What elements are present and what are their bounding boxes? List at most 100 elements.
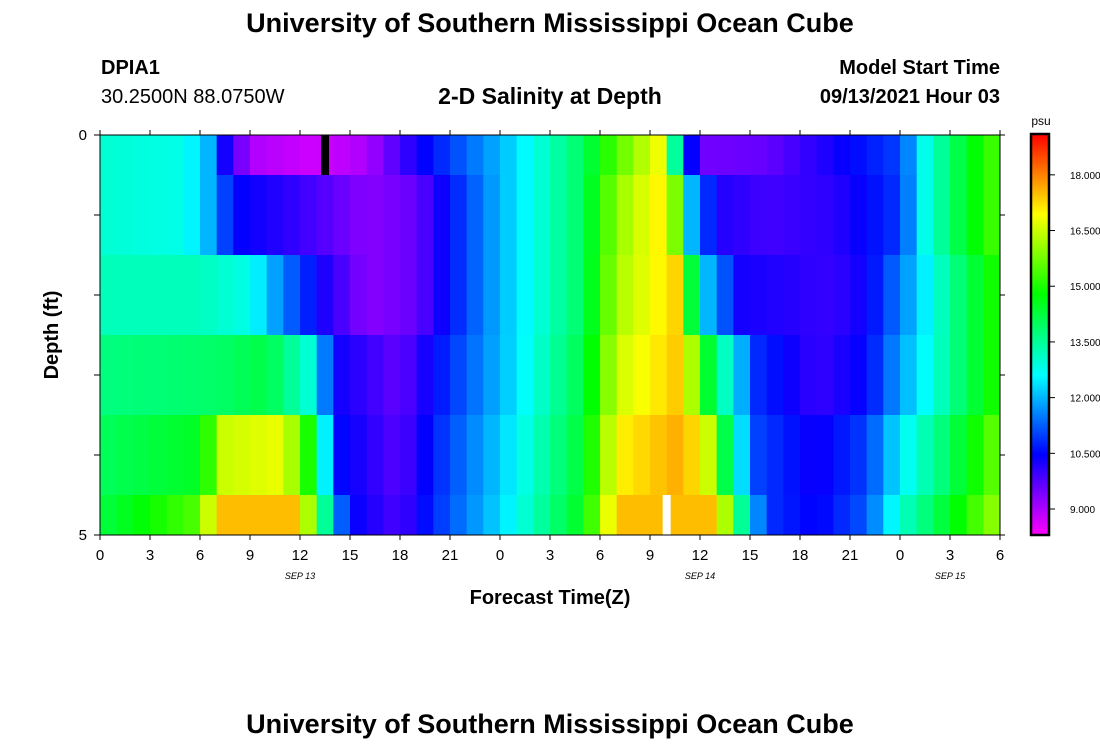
heat-cell xyxy=(633,415,651,495)
heat-cell xyxy=(716,135,734,175)
heat-cell xyxy=(966,335,984,415)
heat-cell xyxy=(850,495,868,535)
heat-cell xyxy=(200,415,218,495)
heat-cell xyxy=(450,255,468,335)
heat-cell xyxy=(100,335,118,415)
heat-cell xyxy=(800,335,818,415)
heat-cell xyxy=(866,255,884,335)
heat-cell xyxy=(933,135,951,175)
heat-cell xyxy=(233,135,251,175)
heat-cell xyxy=(350,495,368,535)
heat-cell xyxy=(533,495,551,535)
heat-cell xyxy=(866,415,884,495)
heat-cell xyxy=(583,175,601,255)
heat-cell xyxy=(850,335,868,415)
heat-cell xyxy=(883,175,901,255)
heat-cell xyxy=(350,175,368,255)
colorbar-tick-label: 16.500 xyxy=(1070,227,1100,238)
depth-layer-2 xyxy=(100,255,1000,335)
depth-layer-5 xyxy=(100,495,1000,535)
colorbar-tick-label: 15.000 xyxy=(1070,282,1100,293)
heat-cell xyxy=(900,135,918,175)
heat-cell xyxy=(583,495,601,535)
heat-cell xyxy=(350,255,368,335)
heat-cell xyxy=(600,415,618,495)
heat-cell xyxy=(683,415,701,495)
heat-cell xyxy=(900,175,918,255)
heat-cell xyxy=(383,415,401,495)
heat-cell xyxy=(716,335,734,415)
heat-cell xyxy=(783,335,801,415)
heat-cell xyxy=(500,495,518,535)
heat-cell xyxy=(966,175,984,255)
heat-cell xyxy=(766,415,784,495)
heat-cell xyxy=(200,135,218,175)
heat-cell xyxy=(633,175,651,255)
heat-cell xyxy=(950,255,968,335)
heat-cell xyxy=(550,415,568,495)
heat-cell xyxy=(433,415,451,495)
heat-cell xyxy=(800,135,818,175)
missing-data-cell xyxy=(662,495,671,535)
heat-cell xyxy=(216,495,234,535)
heat-cell xyxy=(183,175,201,255)
x-axis-ticks: 0 3 6 9 12 15 18 21 0 3 6 9 12 15 18 21 0 3 6 xyxy=(96,130,1004,564)
heat-cell xyxy=(850,175,868,255)
heat-cell xyxy=(150,415,168,495)
heat-cell xyxy=(316,255,334,335)
heat-cell xyxy=(316,495,334,535)
heat-cell xyxy=(700,175,718,255)
heat-cell xyxy=(300,495,318,535)
heat-cell xyxy=(683,495,701,535)
heat-cell xyxy=(283,415,301,495)
heat-cell xyxy=(250,495,268,535)
heat-cell xyxy=(533,255,551,335)
heat-cell xyxy=(816,415,834,495)
heat-cell xyxy=(450,175,468,255)
heat-cell xyxy=(816,175,834,255)
heat-cell xyxy=(566,415,584,495)
heat-cell xyxy=(333,135,351,175)
heat-cell xyxy=(283,255,301,335)
heat-cell xyxy=(366,335,384,415)
heat-cell xyxy=(683,135,701,175)
heat-cell xyxy=(100,255,118,335)
heat-cell xyxy=(300,415,318,495)
heat-cell xyxy=(100,175,118,255)
heat-cell xyxy=(850,255,868,335)
heat-cell xyxy=(950,135,968,175)
heat-cell xyxy=(150,135,168,175)
heat-cell xyxy=(850,415,868,495)
heat-cell xyxy=(450,415,468,495)
heat-cell xyxy=(383,175,401,255)
heat-cell xyxy=(800,495,818,535)
heat-cell xyxy=(183,415,201,495)
heat-cell xyxy=(466,175,484,255)
heat-cell xyxy=(600,335,618,415)
heat-cell xyxy=(483,255,501,335)
heat-cell xyxy=(183,495,201,535)
heat-cell xyxy=(966,135,984,175)
heat-cell xyxy=(983,495,1000,535)
heat-cell xyxy=(800,255,818,335)
heat-cell xyxy=(566,255,584,335)
x-tick-label: 3 xyxy=(946,547,954,564)
heat-cell xyxy=(600,175,618,255)
heat-cell xyxy=(450,495,468,535)
heat-cell xyxy=(500,415,518,495)
heat-cell xyxy=(116,415,134,495)
heat-cell xyxy=(900,495,918,535)
heat-cell xyxy=(900,415,918,495)
colorbar-ticks: 9.000 10.500 12.000 13.500 15.000 16.500 18.00… xyxy=(1049,171,1100,516)
heatmap-rows xyxy=(100,135,1000,535)
heat-cell xyxy=(616,415,634,495)
heat-cell xyxy=(433,335,451,415)
colorbar-unit: psu xyxy=(1031,114,1050,128)
heat-cell xyxy=(266,255,284,335)
x-tick-label: 21 xyxy=(442,547,459,564)
heat-cell xyxy=(416,415,434,495)
heat-cell xyxy=(233,495,251,535)
heat-cell xyxy=(400,255,418,335)
heat-cell xyxy=(166,415,184,495)
heat-cell xyxy=(383,495,401,535)
